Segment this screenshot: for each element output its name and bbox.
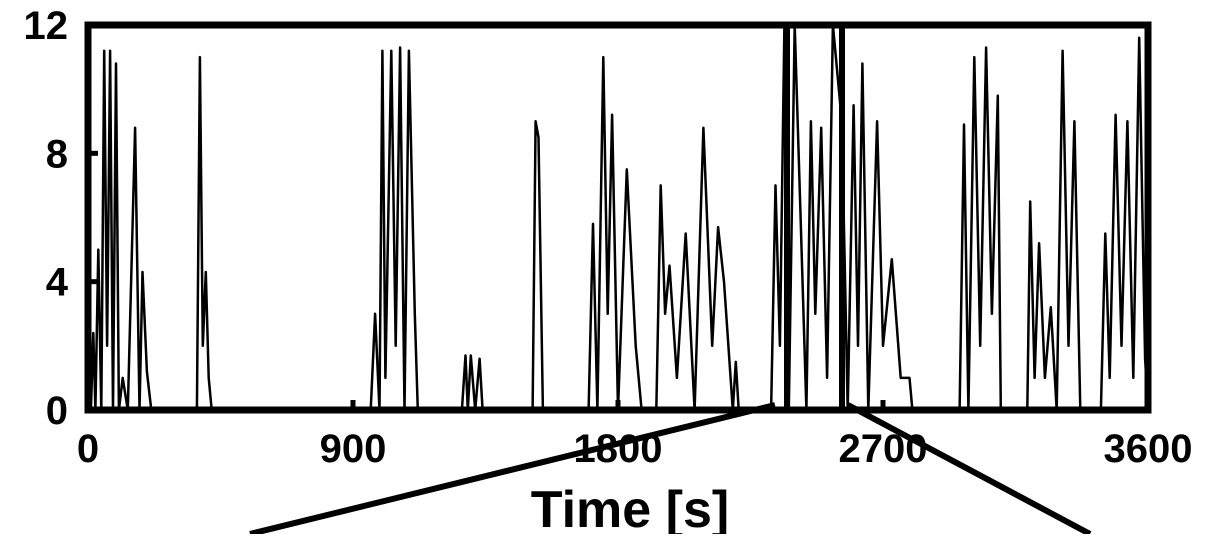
x-tick-label: 900	[320, 427, 387, 471]
y-tick-label: 0	[46, 389, 68, 433]
plot-area	[86, 23, 1150, 412]
y-tick-label: 8	[46, 132, 68, 176]
x-tick-label: 3600	[1104, 427, 1193, 471]
x-tick-label: 2700	[839, 427, 928, 471]
series-line	[86, 23, 1150, 412]
x-axis-label: Time [s]	[531, 481, 729, 534]
zoom-line	[846, 402, 1092, 537]
y-tick-label: 4	[46, 261, 69, 305]
x-tick-label: 0	[77, 427, 99, 471]
zoom-line	[249, 402, 776, 537]
x-tick-label: 1800	[574, 427, 663, 471]
y-tick-label: 12	[24, 4, 69, 48]
